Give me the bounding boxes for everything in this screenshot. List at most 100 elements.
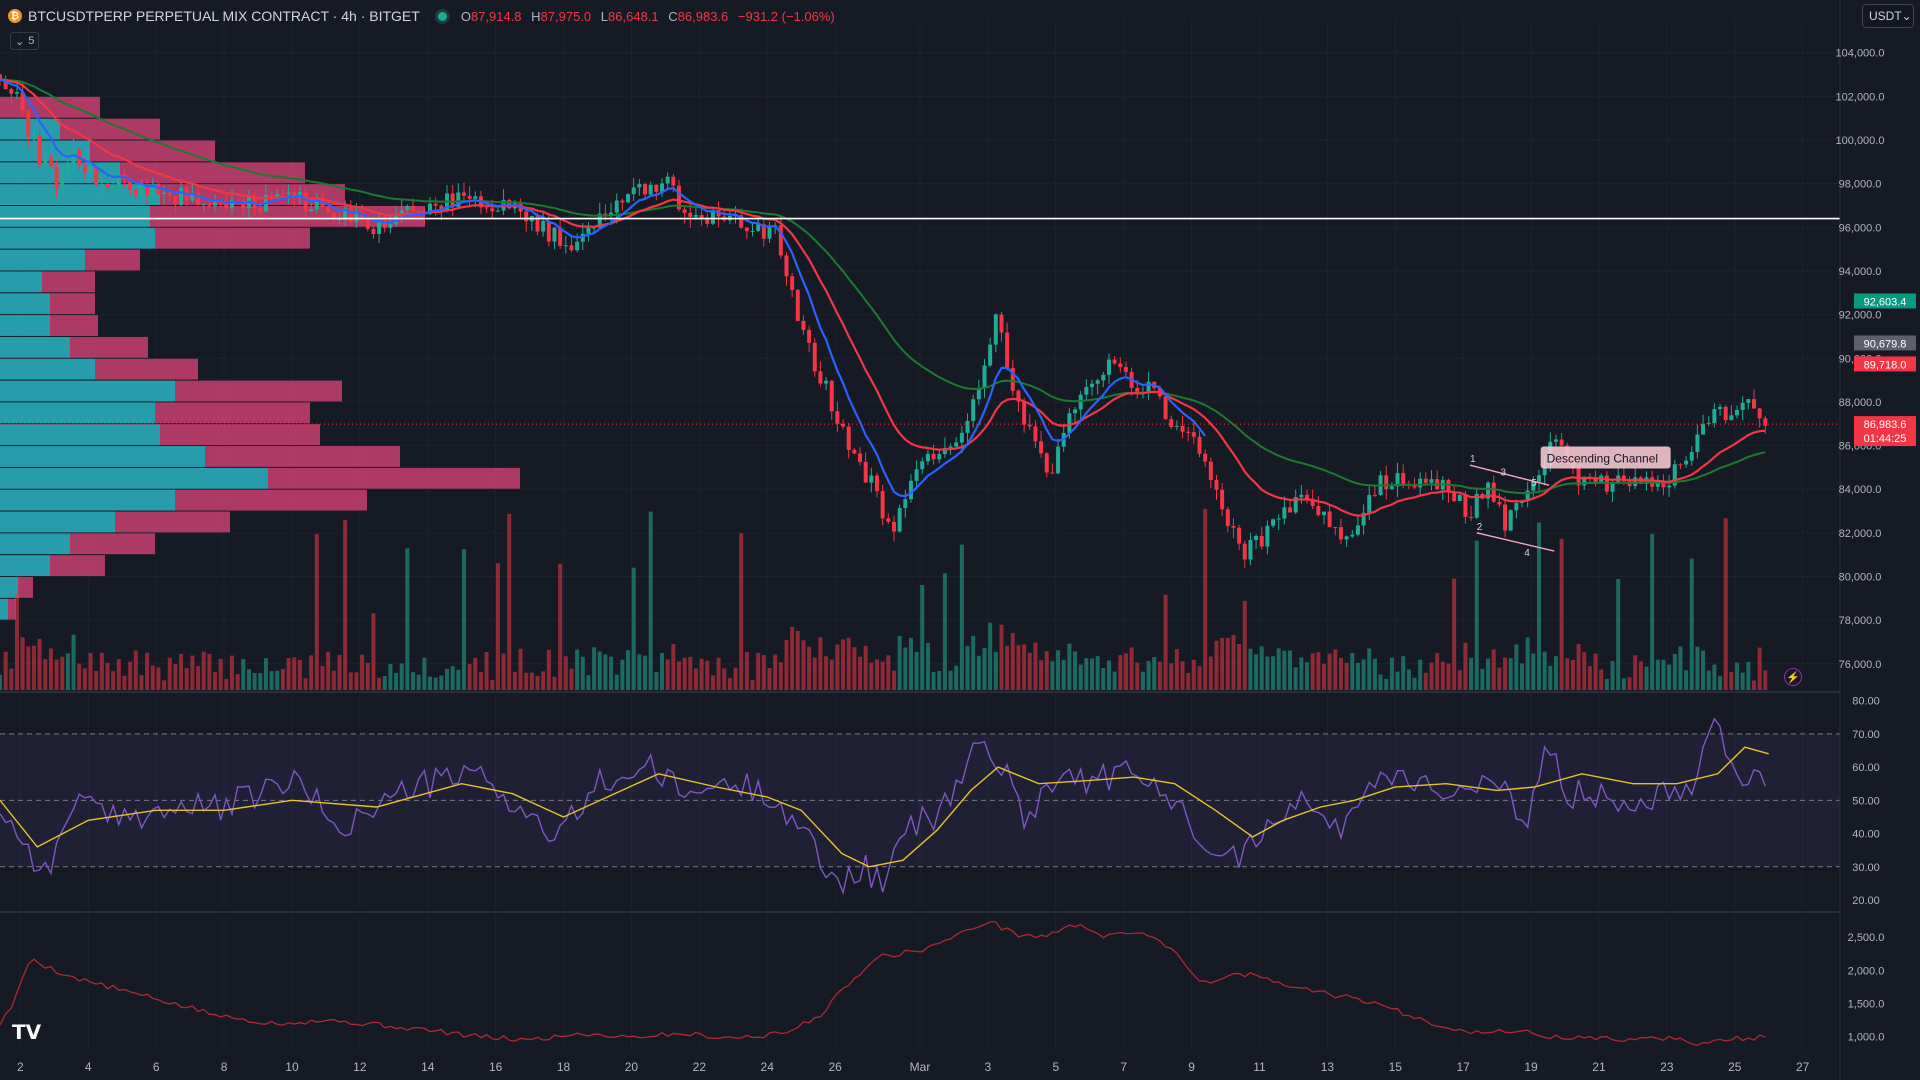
volume-bar	[1423, 672, 1428, 690]
chevron-down-icon: ⌄	[15, 35, 25, 48]
candle-body	[1005, 332, 1010, 368]
candle-body	[552, 227, 557, 242]
volume-bar	[841, 639, 846, 690]
price-tick-label: 96,000.0	[1839, 222, 1882, 234]
candle-body	[235, 199, 240, 201]
candle-body	[1418, 478, 1423, 488]
volume-bar	[920, 585, 925, 690]
candle-body	[1276, 518, 1281, 520]
volume-bar	[88, 653, 93, 690]
candle-body	[1695, 434, 1700, 453]
indicators-toggle-button[interactable]: ⌄ 5	[10, 32, 40, 50]
volume-profile-down-bar	[8, 598, 16, 620]
candle-body	[1078, 394, 1083, 410]
candle-body	[1514, 503, 1519, 511]
candle-body	[1531, 481, 1536, 491]
volume-profile-up-bar	[0, 598, 8, 620]
candle-body	[20, 92, 25, 111]
volume-bar	[756, 653, 761, 690]
candle-body	[965, 420, 970, 433]
candle-body	[1084, 387, 1089, 395]
volume-bar	[1672, 653, 1677, 690]
candle-body	[1582, 476, 1587, 486]
volume-bar	[1395, 671, 1400, 690]
time-tick-label: 13	[1321, 1060, 1335, 1074]
volume-bar	[959, 544, 964, 690]
volume-bar	[360, 654, 365, 690]
volume-bar	[812, 657, 817, 690]
volume-bar	[592, 647, 597, 690]
volume-bar	[1039, 660, 1044, 690]
volume-bar	[1559, 538, 1564, 690]
pattern-point-label: 3	[1501, 467, 1507, 478]
chevron-down-icon: ⌄	[1901, 9, 1912, 23]
candle-body	[710, 210, 715, 224]
volume-bar	[648, 511, 653, 690]
candle-body	[1667, 485, 1672, 488]
volume-bar	[897, 635, 902, 690]
price-tag	[1854, 335, 1916, 351]
candle-body	[637, 184, 642, 188]
candle-body	[665, 176, 670, 184]
volume-bar	[1667, 664, 1672, 690]
volume-bar	[1084, 658, 1089, 690]
candle-body	[1536, 475, 1541, 482]
candle-body	[1508, 510, 1513, 531]
volume-bar	[422, 657, 427, 690]
tradingview-logo-icon[interactable]: 𝗧𝗩	[12, 1022, 42, 1044]
candle-body	[1718, 406, 1723, 410]
candle-body	[365, 219, 370, 229]
candle-body	[541, 221, 546, 232]
candle-body	[835, 411, 840, 424]
candle-body	[643, 184, 648, 195]
volume-bar	[1695, 646, 1700, 690]
candle-body	[1174, 425, 1179, 427]
candle-body	[971, 399, 976, 421]
candle-body	[292, 192, 297, 196]
candle-body	[1503, 504, 1508, 531]
volume-bar	[405, 548, 410, 690]
candle-body	[1491, 482, 1496, 502]
volume-bar	[1718, 676, 1723, 690]
volume-bar	[399, 663, 404, 690]
volume-bar	[162, 680, 167, 690]
volume-bar	[626, 650, 631, 690]
volume-bar	[292, 657, 297, 690]
volume-bar	[1123, 653, 1128, 690]
volume-bar	[1333, 649, 1338, 690]
volume-bar	[1565, 658, 1570, 690]
symbol-title[interactable]: BTCUSDTPERP PERPETUAL MIX CONTRACT · 4h …	[28, 8, 420, 24]
rsi-tick-label: 50.00	[1852, 795, 1880, 807]
candle-body	[433, 203, 438, 206]
candle-body	[801, 320, 806, 330]
time-tick-label: 4	[85, 1060, 92, 1074]
volume-profile-up-bar	[0, 555, 50, 577]
candle-body	[1542, 465, 1547, 476]
candle-body	[128, 179, 133, 191]
candle-body	[1027, 424, 1032, 427]
candle-body	[1689, 452, 1694, 461]
volume-bar	[1350, 653, 1355, 690]
currency-select[interactable]: USDT ⌄	[1862, 4, 1914, 28]
lightning-icon[interactable]: ⚡	[1784, 668, 1802, 686]
volume-bar	[1129, 647, 1134, 690]
volume-bar	[1186, 673, 1191, 690]
time-tick-label: 7	[1120, 1060, 1127, 1074]
candle-body	[778, 225, 783, 256]
volume-bar	[688, 656, 693, 690]
candle-body	[659, 183, 664, 192]
candle-body	[869, 475, 874, 483]
candle-body	[682, 209, 687, 213]
volume-bar	[1220, 638, 1225, 690]
volume-bar	[77, 663, 82, 690]
volume-bar	[1016, 645, 1021, 690]
volume-profile-up-bar	[0, 206, 150, 227]
volume-profile-up-bar	[0, 424, 160, 446]
volume-bar	[1367, 648, 1372, 690]
volume-bar	[207, 653, 212, 690]
volume-bar	[1740, 672, 1745, 690]
volume-bar	[1621, 678, 1626, 690]
volume-bar	[1316, 652, 1321, 690]
